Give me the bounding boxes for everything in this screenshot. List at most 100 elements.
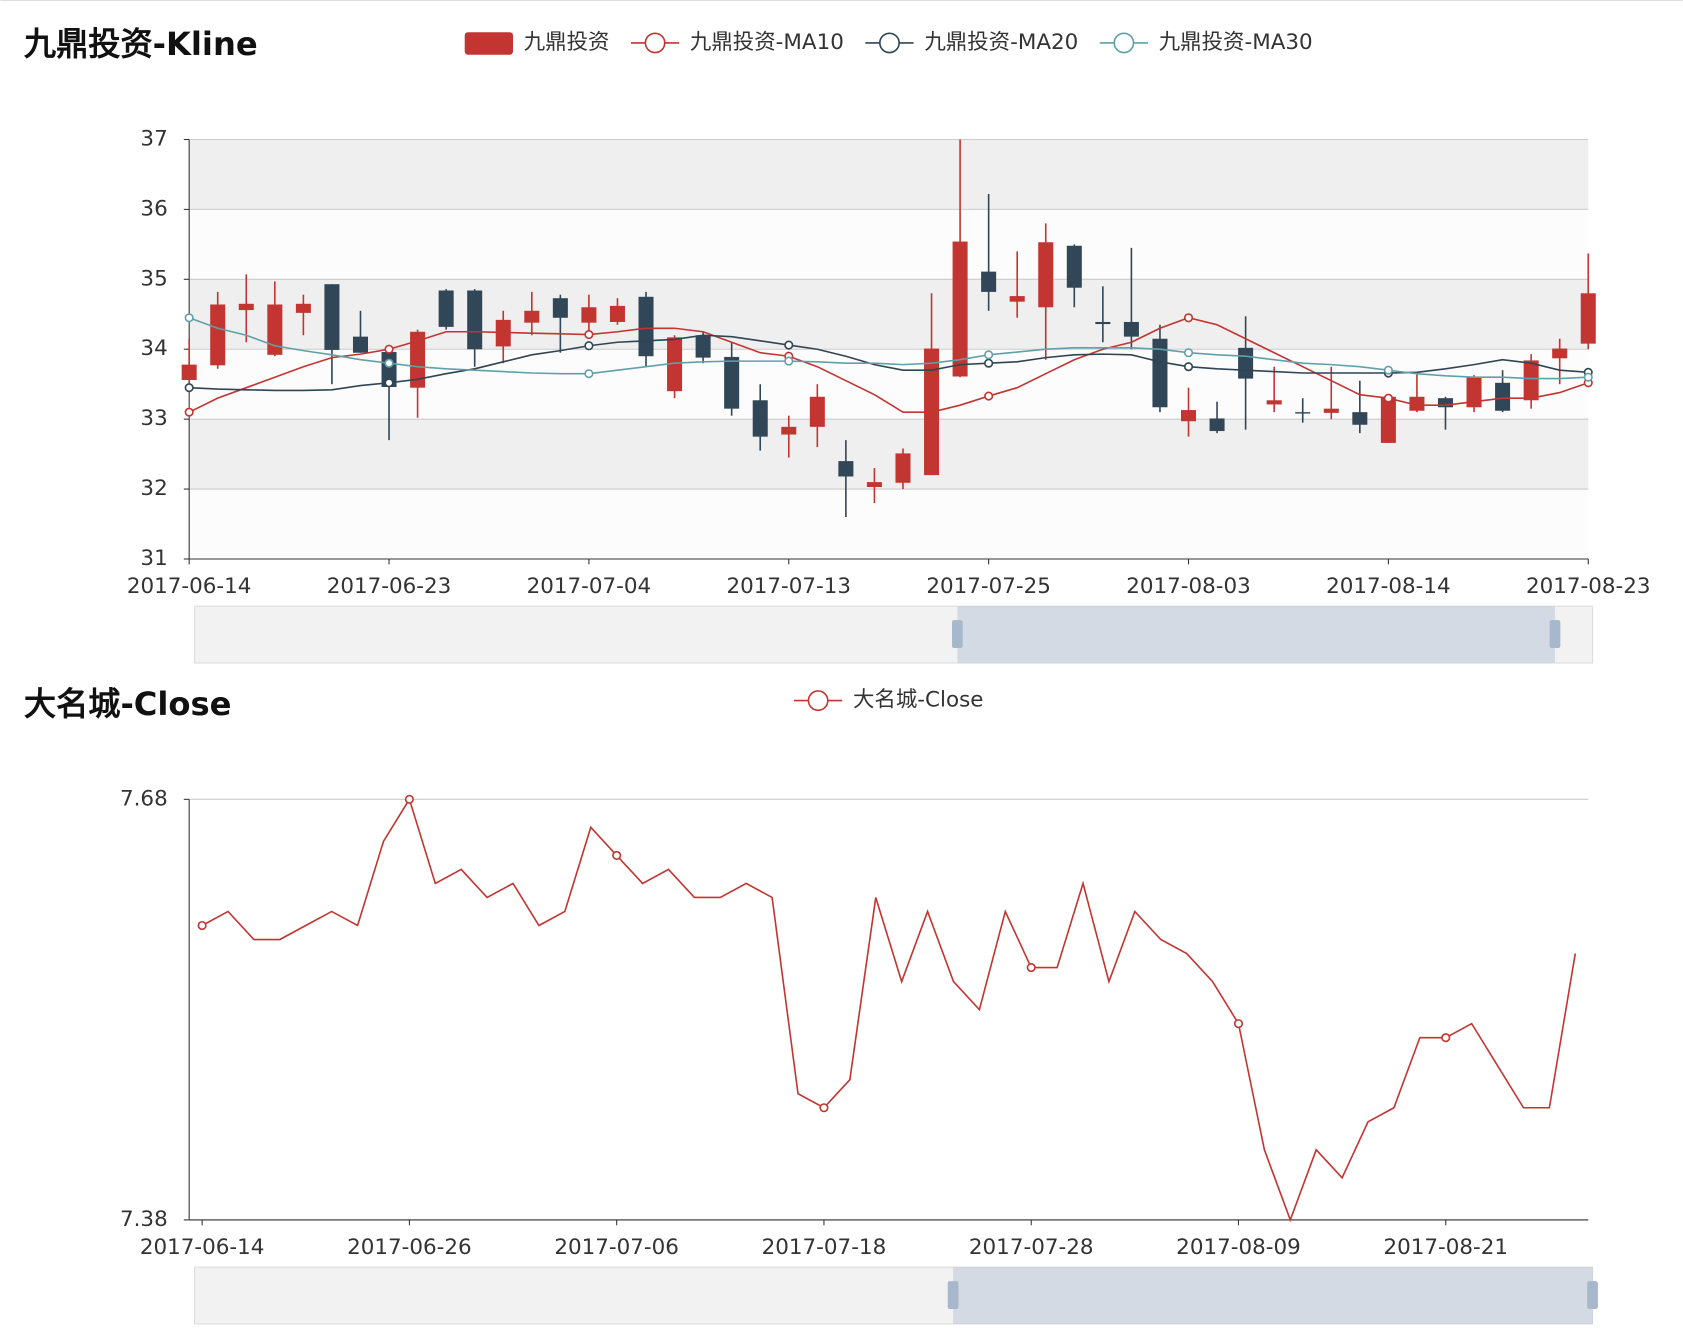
y-tick-label: 7.68 [120, 786, 168, 811]
point [784, 356, 794, 366]
point [184, 313, 194, 323]
point [1583, 372, 1593, 382]
candle-body [1038, 242, 1054, 308]
candle-body [1209, 418, 1225, 432]
candle-body [981, 271, 997, 292]
x-tick-label: 2017-07-18 [762, 1235, 887, 1260]
candle-body [1495, 382, 1511, 411]
candle-body [1323, 408, 1339, 413]
candle-body [866, 482, 882, 487]
candle-body [467, 290, 483, 350]
candle-body [295, 303, 311, 313]
zoom-handle[interactable] [947, 1281, 959, 1309]
y-tick-label: 37 [140, 126, 167, 151]
candle-body [1095, 321, 1111, 325]
data-zoom-1[interactable] [193, 605, 1594, 664]
candle-body [438, 290, 454, 327]
point [584, 369, 594, 379]
legend-item[interactable]: 九鼎投资-MA20 [865, 30, 1078, 55]
legend-item[interactable]: 九鼎投资-MA10 [630, 30, 844, 55]
x-tick-label: 2017-08-14 [1326, 574, 1451, 599]
point [984, 358, 994, 368]
zoom-handle[interactable] [952, 620, 963, 649]
x-tick-label: 2017-07-28 [969, 1235, 1094, 1260]
candle-body [952, 241, 968, 377]
line [201, 797, 1577, 1223]
candle-body [1123, 321, 1139, 337]
candle-body [1552, 348, 1568, 359]
zoom-handle[interactable] [1549, 620, 1561, 649]
point [184, 407, 194, 417]
point [184, 383, 194, 393]
candle-body [695, 335, 711, 358]
candle-body [781, 426, 797, 435]
point [1183, 348, 1194, 358]
line [189, 334, 1589, 392]
split-area [189, 279, 1589, 350]
candle-body [210, 304, 226, 366]
split-area [189, 349, 1589, 420]
x-tick-label: 2017-07-13 [726, 574, 851, 599]
split-area [189, 209, 1589, 280]
legend-item[interactable]: 九鼎投资-MA30 [1099, 30, 1313, 55]
legend-label: 九鼎投资-MA20 [924, 30, 1078, 55]
y-tick-label: 34 [140, 336, 167, 361]
candle-body [809, 396, 825, 427]
point [404, 794, 414, 804]
point [784, 340, 794, 350]
candle-body [1266, 400, 1282, 405]
chart: 九鼎投资-Kline 31 32 33 34 35 36 37 2017-06-14 2017-0… [24, 25, 1651, 599]
candle-body [410, 331, 426, 388]
zoom-track [193, 605, 1594, 664]
candle-body [324, 284, 340, 350]
chart: 大名城-Close 7.38 7.68 2017-06-14 2017-06-26 201… [24, 685, 1589, 1260]
line [188, 316, 1589, 413]
legend-label: 九鼎投资-MA30 [1159, 30, 1313, 55]
y-tick-label: 35 [140, 266, 167, 291]
candle-body [1437, 398, 1453, 408]
legend-icon [1113, 32, 1135, 54]
data-zoom-2[interactable] [193, 1266, 1598, 1325]
candle-body [181, 364, 197, 380]
point [1183, 313, 1194, 323]
point [584, 341, 594, 351]
y-tick-label: 33 [140, 406, 167, 431]
point [584, 329, 594, 340]
point [1383, 393, 1393, 403]
candle-body [1352, 412, 1368, 425]
candle-body [352, 336, 368, 353]
point [819, 1103, 829, 1113]
legend-icon [879, 32, 900, 54]
legend-item[interactable]: 九鼎投资 [464, 30, 610, 55]
point [1383, 365, 1393, 375]
legend-label: 九鼎投资-MA10 [690, 30, 844, 55]
x-tick-label: 2017-06-14 [140, 1235, 265, 1260]
y-tick-label: 31 [140, 546, 167, 571]
y-tick-label: 32 [140, 476, 167, 501]
x-tick-label: 2017-06-23 [327, 574, 452, 599]
candle-body [895, 453, 911, 483]
candle-body [752, 400, 768, 437]
point [612, 850, 622, 860]
point [197, 920, 207, 931]
zoom-handle[interactable] [1587, 1281, 1598, 1309]
zoom-window[interactable] [953, 1267, 1593, 1324]
point [1026, 962, 1036, 973]
legend-label: 九鼎投资 [524, 30, 610, 55]
candle-body [552, 298, 568, 318]
split-area [189, 139, 1589, 210]
split-area [189, 419, 1589, 490]
x-tick-label: 2017-07-06 [554, 1235, 679, 1260]
zoom-window[interactable] [957, 606, 1555, 664]
point [1233, 1019, 1244, 1029]
candle-body [1295, 412, 1311, 414]
candle-body [238, 303, 254, 311]
legend-item[interactable]: 大名城-Close [793, 688, 983, 713]
x-tick-label: 2017-07-25 [926, 574, 1051, 599]
chart-title: 九鼎投资-Kline [24, 25, 258, 63]
legend: 九鼎投资 九鼎投资-MA10 九鼎投资-MA20 九鼎投资-MA30 [464, 30, 1313, 55]
candle-body [724, 356, 740, 409]
candle-body [1523, 360, 1539, 401]
x-tick-label: 2017-08-21 [1383, 1235, 1508, 1260]
candle-body [838, 461, 854, 477]
